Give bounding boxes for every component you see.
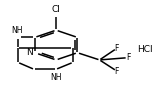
Text: HCl: HCl: [137, 45, 153, 54]
Text: F: F: [127, 53, 131, 62]
Text: Cl: Cl: [52, 5, 61, 14]
Text: F: F: [115, 44, 119, 53]
Text: NH: NH: [50, 73, 62, 82]
Text: NH: NH: [11, 26, 23, 35]
Text: N: N: [26, 48, 33, 57]
Text: F: F: [115, 67, 119, 76]
